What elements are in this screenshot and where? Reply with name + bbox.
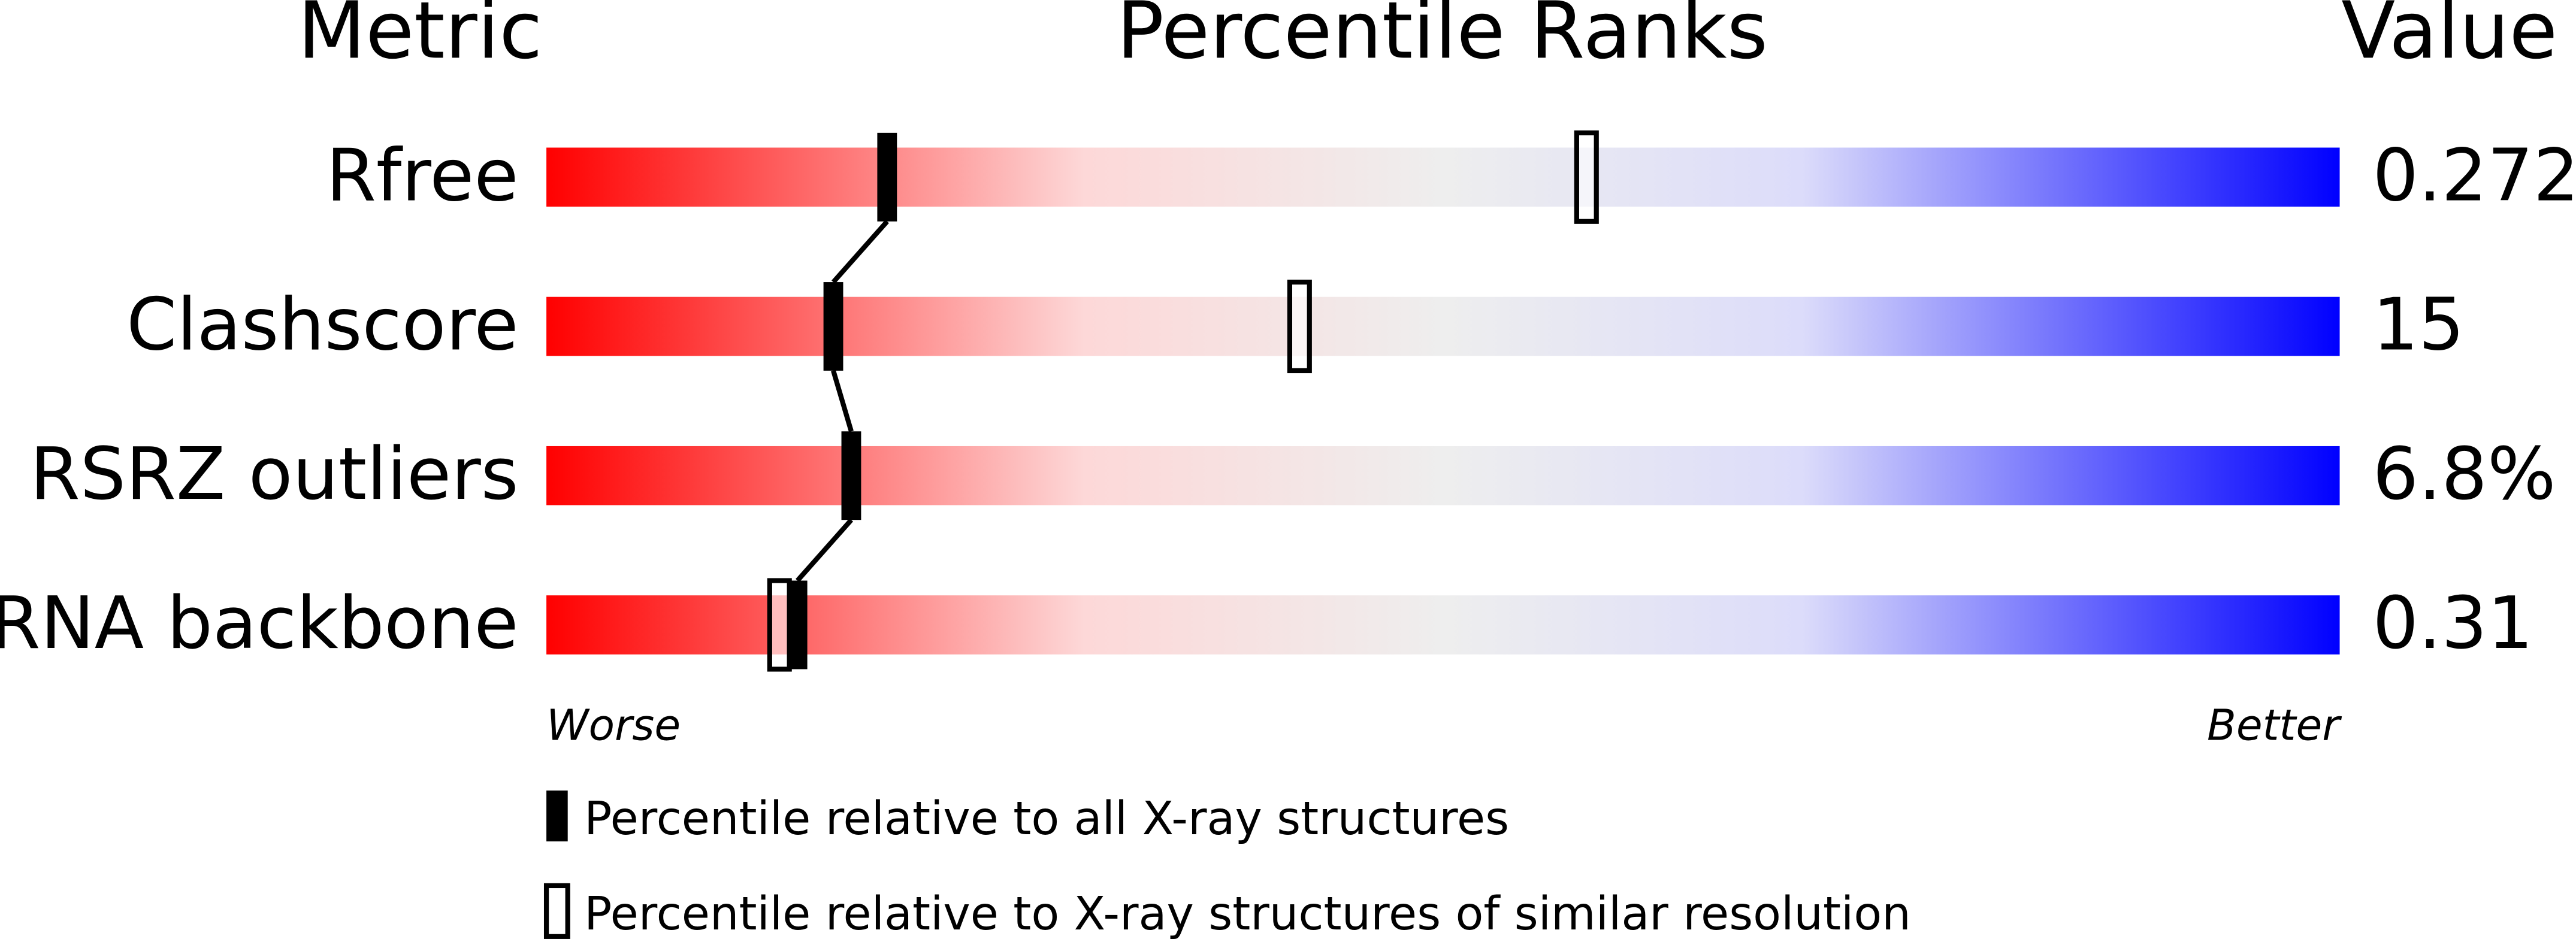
- marker-filled: [823, 282, 843, 371]
- metric-value: 6.8%: [2372, 432, 2556, 516]
- marker-filled: [877, 132, 897, 222]
- metric-label: Clashscore: [126, 283, 518, 367]
- metric-label: RNA backbone: [0, 581, 519, 665]
- legend-swatch: [543, 883, 570, 939]
- legend-label: Percentile relative to X-ray structures …: [584, 888, 1911, 941]
- metric-value: 0.31: [2372, 581, 2533, 665]
- metric-label: Rfree: [326, 134, 518, 217]
- marker-filled: [841, 431, 861, 520]
- marker-hollow: [1574, 130, 1599, 224]
- header-percentile: Percentile Ranks: [1117, 0, 1768, 77]
- gradient-bar: [546, 446, 2340, 505]
- marker-hollow: [767, 578, 792, 672]
- marker-hollow: [1287, 279, 1312, 374]
- axis-label-better: Better: [2207, 701, 2342, 750]
- connector-line: [796, 518, 854, 583]
- metric-label: RSRZ outliers: [30, 432, 519, 516]
- header-metric: Metric: [298, 0, 543, 77]
- legend-swatch: [546, 790, 568, 841]
- connector-line: [831, 220, 889, 284]
- header-value: Value: [2341, 0, 2557, 77]
- connector-line: [831, 369, 854, 432]
- axis-label-worse: Worse: [546, 701, 681, 750]
- gradient-bar: [546, 147, 2340, 207]
- metric-value: 0.272: [2372, 134, 2576, 217]
- metric-value: 15: [2372, 283, 2464, 367]
- gradient-bar: [546, 595, 2340, 655]
- gradient-bar: [546, 296, 2340, 356]
- legend-label: Percentile relative to all X-ray structu…: [584, 792, 1509, 846]
